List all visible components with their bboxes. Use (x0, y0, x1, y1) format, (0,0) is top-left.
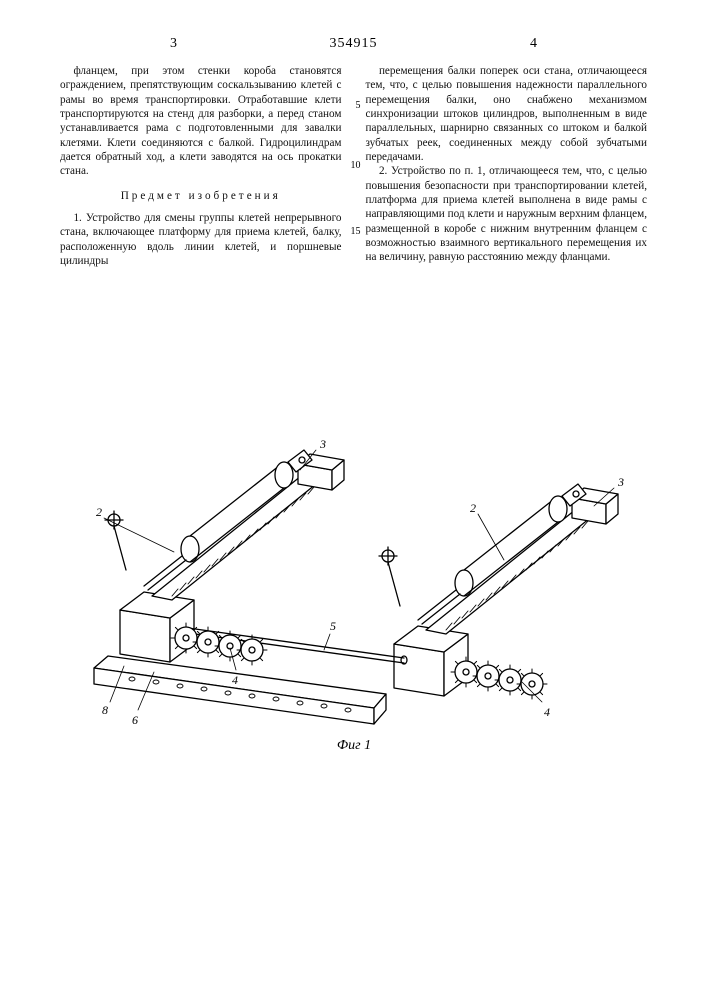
body-paragraph: 2. Устройство по п. 1, отличающееся тем,… (366, 164, 648, 264)
left-column: фланцем, при этом стенки короба становят… (60, 64, 342, 268)
figure-label: 8 (102, 703, 108, 717)
right-column: перемещения балки поперек оси стана, отл… (366, 64, 648, 268)
figure-label: 2 (470, 501, 476, 515)
body-paragraph: 1. Устройство для смены группы клетей не… (60, 211, 342, 268)
figure-label: 3 (617, 475, 624, 489)
text-columns: фланцем, при этом стенки короба становят… (60, 64, 647, 268)
figure-label: 4 (232, 673, 238, 687)
figure-label: 6 (132, 713, 138, 727)
section-title: Предмет изобретения (60, 189, 342, 203)
page-number-right: 4 (530, 36, 537, 52)
figure-label: 3 (319, 437, 326, 451)
body-paragraph: фланцем, при этом стенки короба становят… (60, 64, 342, 179)
page-number-left: 3 (170, 36, 177, 52)
figure-label: 2 (96, 505, 102, 519)
figure-label: 5 (330, 619, 336, 633)
patent-page: 3 354915 4 5 10 15 фланцем, при этом сте… (0, 0, 707, 1000)
figure-label: 4 (544, 705, 550, 719)
document-number: 354915 (330, 36, 378, 52)
figure-caption: Фиг 1 (337, 738, 371, 754)
figure-drawing: 2 3 2 3 4 4 5 6 8 (74, 410, 634, 740)
figure-1: 2 3 2 3 4 4 5 6 8 Фиг 1 (74, 410, 634, 740)
body-paragraph: перемещения балки поперек оси стана, отл… (366, 64, 648, 164)
